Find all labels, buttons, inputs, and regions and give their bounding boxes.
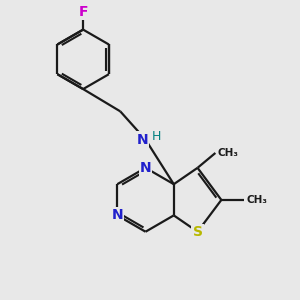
Text: H: H (152, 130, 161, 143)
Text: S: S (193, 225, 202, 239)
Text: N: N (136, 133, 148, 147)
Text: F: F (78, 5, 88, 19)
Text: CH₃: CH₃ (246, 195, 267, 205)
Text: N: N (140, 161, 152, 175)
Text: N: N (112, 208, 123, 222)
Text: CH₃: CH₃ (218, 148, 239, 158)
